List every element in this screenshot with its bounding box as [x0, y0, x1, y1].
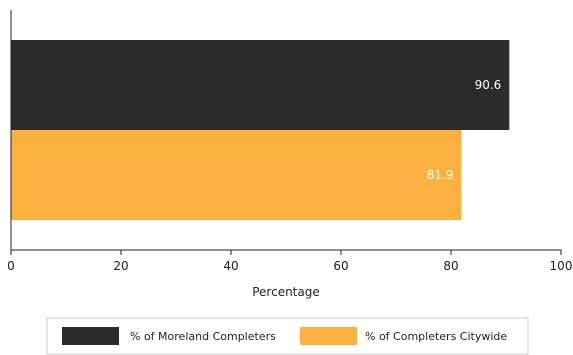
x-axis-ticks: 0 20 40 60 80 100 — [7, 250, 572, 273]
x-tick-label: 40 — [223, 259, 238, 273]
data-label-1: 90.6 — [475, 78, 502, 92]
x-tick-label: 60 — [333, 259, 348, 273]
bar-1 — [11, 40, 510, 130]
legend-swatch-1 — [62, 327, 119, 345]
bars-group — [11, 40, 510, 220]
bar-2 — [11, 130, 462, 220]
x-tick-label: 100 — [550, 259, 573, 273]
legend-label-1: % of Moreland Completers — [130, 330, 276, 343]
data-labels-group: 90.6 81.9 — [427, 78, 502, 182]
legend-box — [46, 317, 529, 355]
data-label-2: 81.9 — [427, 168, 454, 182]
legend-swatch-2 — [300, 327, 357, 345]
x-tick-label: 80 — [443, 259, 458, 273]
x-tick-label: 0 — [7, 259, 15, 273]
legend-label-2: % of Completers Citywide — [365, 330, 507, 343]
legend: % of Moreland Completers % of Completers … — [46, 317, 529, 355]
x-tick-label: 20 — [113, 259, 128, 273]
x-axis-title: Percentage — [252, 285, 320, 299]
